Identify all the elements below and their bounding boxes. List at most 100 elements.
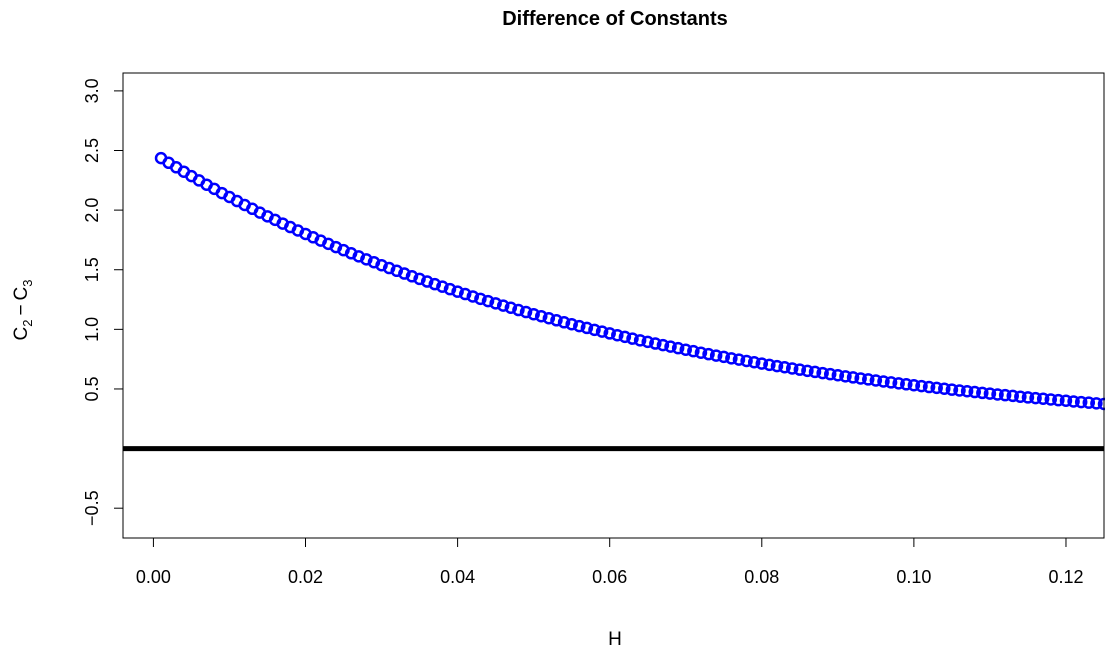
data-point [611, 328, 624, 342]
data-point [603, 327, 616, 340]
data-point [884, 376, 898, 389]
data-point [922, 380, 936, 394]
data-point [740, 354, 753, 368]
data-point [785, 362, 799, 375]
data-point [618, 330, 632, 344]
data-points [154, 151, 1105, 411]
data-point [580, 321, 594, 335]
data-point [360, 253, 373, 266]
data-point [763, 358, 776, 372]
data-point [352, 250, 365, 263]
data-point [907, 379, 921, 392]
data-point [717, 350, 731, 364]
data-point [413, 272, 426, 286]
data-point [808, 365, 822, 379]
data-point [687, 344, 700, 358]
data-point [968, 385, 981, 399]
data-point [846, 371, 860, 384]
data-point [938, 382, 951, 395]
data-point [1036, 392, 1050, 405]
data-point [930, 381, 943, 395]
y-tick-label: −0.5 [82, 490, 102, 526]
data-point [375, 258, 388, 272]
data-point [877, 375, 890, 388]
x-tick-label: 0.06 [592, 567, 627, 587]
data-point [489, 297, 502, 310]
y-tick-label: 1.5 [82, 257, 102, 282]
data-point [945, 383, 959, 396]
data-point [626, 332, 639, 345]
data-point [633, 334, 647, 347]
chart-title: Difference of Constants [502, 8, 728, 30]
data-point [656, 338, 670, 352]
y-tick-label: 1.0 [82, 317, 102, 342]
data-point [778, 361, 791, 374]
data-point [953, 384, 966, 397]
data-point [1029, 391, 1042, 405]
data-point [1021, 391, 1035, 404]
y-axis: −0.5 0.5 1.0 1.5 2.0 2.5 3.0 [82, 78, 124, 526]
data-point [900, 378, 913, 391]
data-point [839, 370, 852, 383]
data-point [595, 325, 609, 338]
data-point [801, 364, 814, 378]
data-point [512, 303, 525, 317]
data-point [1067, 395, 1080, 408]
data-point [1059, 394, 1073, 408]
data-point [1006, 389, 1019, 403]
data-point [770, 359, 784, 373]
data-point [702, 347, 715, 361]
data-point [823, 367, 837, 381]
data-point [725, 352, 738, 365]
data-point [550, 314, 563, 327]
data-point [458, 287, 472, 301]
x-tick-label: 0.00 [136, 567, 171, 587]
data-point [892, 377, 905, 390]
data-point [998, 388, 1012, 402]
data-point [694, 346, 708, 359]
data-point [504, 301, 518, 315]
data-point [1090, 397, 1103, 410]
data-point [732, 353, 746, 366]
data-point [1044, 393, 1058, 406]
data-point [565, 317, 578, 331]
data-point [816, 366, 829, 380]
data-point [1074, 395, 1088, 409]
y-tick-label: 2.5 [82, 138, 102, 163]
x-tick-label: 0.10 [896, 567, 931, 587]
data-point [747, 356, 761, 369]
x-axis: 0.00 0.02 0.04 0.06 0.08 0.10 0.12 [136, 537, 1084, 587]
data-point [588, 323, 601, 337]
x-tick-label: 0.12 [1048, 567, 1083, 587]
y-tick-label: 0.5 [82, 376, 102, 401]
data-point [1052, 393, 1065, 407]
data-point [679, 343, 692, 356]
data-point [854, 372, 867, 385]
data-point [1082, 396, 1096, 409]
x-tick-label: 0.08 [744, 567, 779, 587]
data-point [991, 388, 1004, 401]
data-point [466, 290, 480, 303]
data-point [641, 335, 654, 349]
data-point [915, 379, 928, 393]
data-point [398, 267, 411, 280]
data-point [382, 261, 396, 275]
data-point [496, 299, 510, 312]
x-tick-label: 0.02 [288, 567, 323, 587]
data-point [519, 305, 533, 319]
data-point [664, 340, 677, 353]
data-point [390, 264, 404, 278]
data-point [671, 341, 685, 355]
x-tick-label: 0.04 [440, 567, 475, 587]
data-point [428, 277, 442, 291]
data-point [557, 316, 571, 329]
data-point [405, 270, 419, 283]
data-point [869, 374, 883, 387]
y-tick-label: 2.0 [82, 198, 102, 223]
data-point [983, 387, 997, 400]
data-point [443, 282, 457, 296]
data-point [474, 292, 487, 306]
data-point [527, 307, 540, 321]
data-point [831, 369, 845, 382]
data-point [960, 384, 974, 398]
